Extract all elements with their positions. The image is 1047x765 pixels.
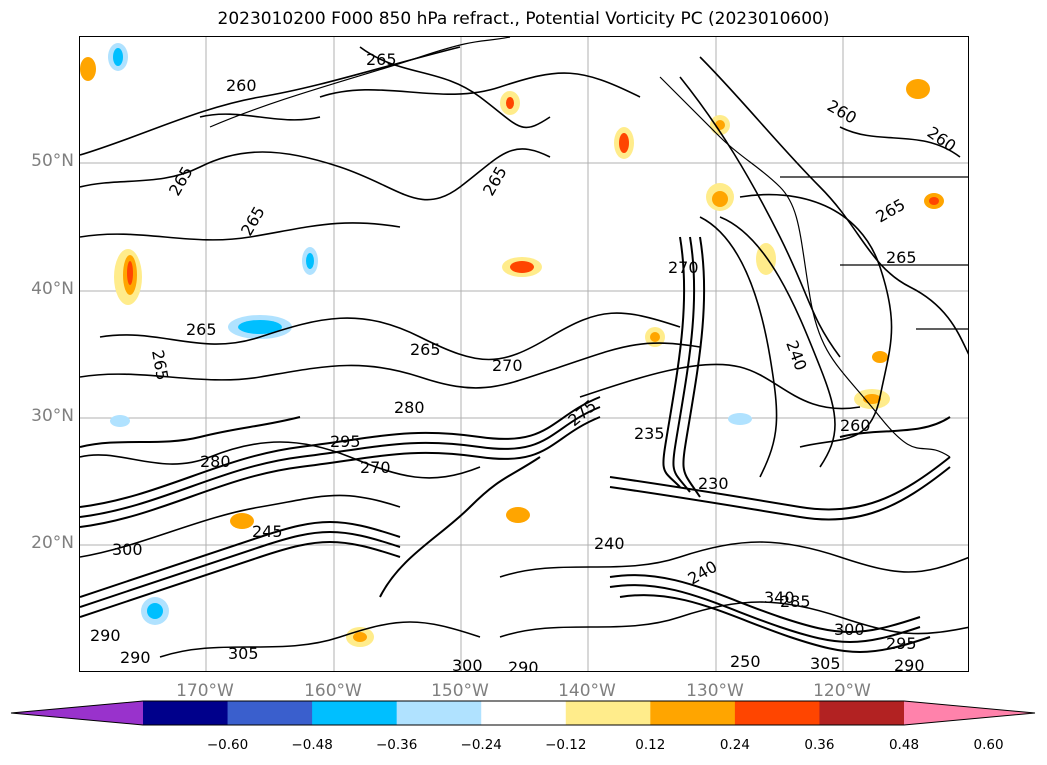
- contour-label: 280: [394, 398, 425, 417]
- contour-label: 265: [873, 195, 909, 227]
- plot-title: 2023010200 F000 850 hPa refract., Potent…: [217, 9, 830, 29]
- contour-label: 305: [228, 644, 259, 663]
- colorbar-tick-label: −0.48: [291, 737, 333, 753]
- contour-label: 235: [634, 424, 665, 443]
- contour-label: 240: [782, 338, 810, 373]
- lon-label-140w: 140°W: [558, 681, 616, 701]
- colorbar-tick-label: 0.24: [719, 737, 750, 753]
- colorbar-extend-high: [904, 701, 1035, 725]
- contour-label: 285: [780, 592, 811, 611]
- contour-label: 265: [886, 248, 917, 267]
- colorbar-tick-label: 0.48: [888, 737, 920, 753]
- colorbar-segment: [396, 701, 482, 725]
- colorbar-segment: [819, 701, 905, 725]
- colorbar-segment: [565, 701, 651, 725]
- contour-label: 300: [452, 656, 483, 672]
- pv-shading: [80, 43, 944, 647]
- contour-label: 270: [360, 458, 391, 477]
- contour-label: 340: [764, 588, 795, 607]
- contour-label: 260: [824, 96, 860, 128]
- colorbar-tick-label: 0.12: [635, 737, 666, 753]
- colorbar-segment: [481, 701, 567, 725]
- colorbar: [10, 700, 1036, 726]
- contour-label: 290: [120, 648, 151, 667]
- contour-labels: 260 265 265 265 265 265 265 265 260 260 …: [90, 50, 960, 672]
- contour-label: 305: [810, 654, 841, 672]
- contour-label: 300: [112, 540, 143, 559]
- colorbar-tick-label: 0.60: [973, 737, 1004, 753]
- contour-label: 265: [366, 50, 397, 69]
- colorbar-tick-label: −0.36: [375, 737, 418, 753]
- colorbar-segment: [734, 701, 820, 725]
- contour-label: 245: [252, 522, 283, 541]
- lon-label-130w: 130°W: [686, 681, 744, 701]
- contour-label: 270: [668, 258, 699, 277]
- map-panel: 260 265 265 265 265 265 265 265 260 260 …: [79, 36, 969, 672]
- map-canvas: 260 265 265 265 265 265 265 265 260 260 …: [80, 37, 968, 672]
- colorbar-tick-label: −0.24: [460, 737, 502, 753]
- contour-label: 260: [840, 416, 871, 435]
- refractivity-contours: [80, 46, 968, 658]
- lon-label-160w: 160°W: [304, 681, 362, 701]
- colorbar-segment: [650, 701, 736, 725]
- contour-label: 280: [200, 452, 231, 471]
- contour-label: 290: [894, 656, 925, 672]
- contour-label: 250: [730, 652, 761, 671]
- colorbar-extend-low: [11, 701, 143, 725]
- contour-label: 265: [237, 203, 269, 239]
- colorbar-tick-label: −0.12: [545, 737, 587, 753]
- lat-label-20n: 20°N: [31, 533, 74, 553]
- lat-label-50n: 50°N: [31, 151, 74, 171]
- dense-contour-band: [80, 236, 951, 653]
- graticule: [80, 37, 968, 671]
- contour-label: 295: [886, 634, 917, 653]
- contour-label: 230: [698, 474, 729, 493]
- contour-label: 265: [186, 320, 217, 339]
- contour-label: 290: [90, 626, 121, 645]
- colorbar-tick-label: 0.36: [804, 737, 835, 753]
- contour-label: 240: [594, 534, 625, 553]
- contour-label: 260: [924, 123, 960, 156]
- lon-label-170w: 170°W: [176, 681, 234, 701]
- coastline: [209, 37, 968, 458]
- lat-label-30n: 30°N: [31, 406, 74, 426]
- contour-label: 270: [492, 356, 523, 375]
- colorbar-tick-label: −0.60: [206, 737, 249, 753]
- lat-label-40n: 40°N: [31, 279, 74, 299]
- contour-label: 265: [410, 340, 441, 359]
- colorbar-segment: [312, 701, 398, 725]
- contour-label: 295: [330, 432, 361, 451]
- contour-label: 300: [834, 620, 865, 639]
- contour-label: 290: [508, 658, 539, 672]
- contour-label: 265: [165, 163, 197, 199]
- contour-label: 265: [148, 348, 172, 381]
- lon-label-150w: 150°W: [431, 681, 489, 701]
- contour-label: 275: [564, 396, 600, 430]
- colorbar-segment: [227, 701, 313, 725]
- contour-label: 260: [226, 76, 257, 95]
- lon-label-120w: 120°W: [813, 681, 871, 701]
- colorbar-segment: [143, 701, 229, 725]
